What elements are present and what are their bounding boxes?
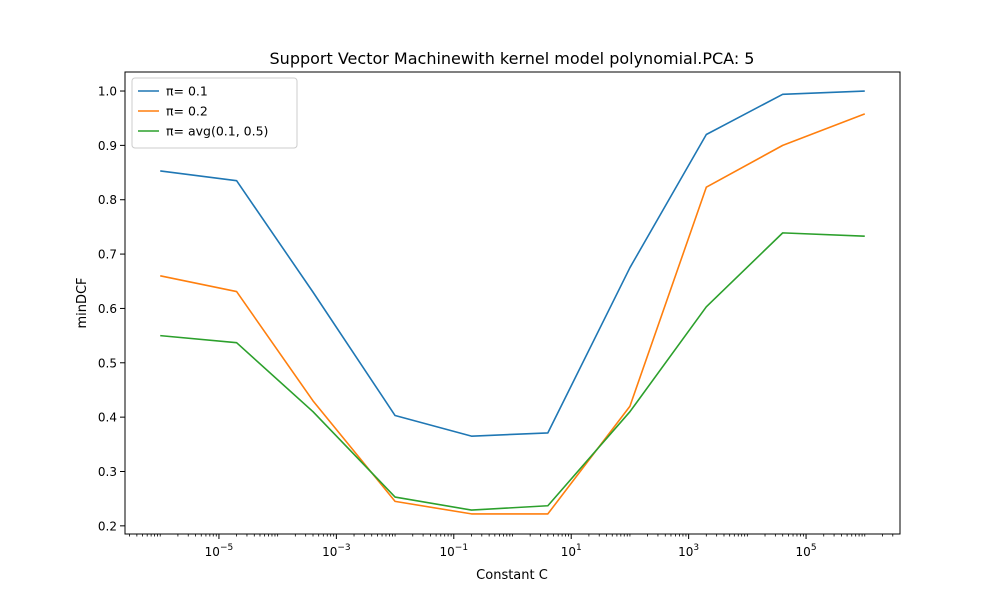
y-axis-label: minDCF [75,277,90,328]
legend-label: π= 0.2 [166,104,208,119]
y-tick-label: 0.8 [98,193,117,207]
y-tick-label: 0.3 [98,465,117,479]
y-tick-label: 1.0 [98,85,117,99]
x-tick-label: 101 [561,543,582,559]
x-axis-label: Constant C [476,568,548,583]
x-tick-label: 10−1 [440,543,469,559]
series-line-1 [160,90,865,437]
axes-layer: 10−5 10−3 10−1 101 103 105 0.2 0.3 0.4 0.5 0.6 0.7 0… [98,85,894,559]
y-tick-label: 0.5 [98,356,117,370]
legend-box [131,77,298,149]
y-tick-label: 0.9 [98,139,117,153]
y-tick-label: 0.6 [98,302,117,316]
x-tick-label: 10−5 [205,543,234,559]
y-tick-label: 0.7 [98,248,117,262]
y-tick-label: 0.2 [98,519,117,533]
legend: π= 0.1 π= 0.2 π= avg(0.1, 0.5) [131,77,298,149]
legend-label: π= 0.1 [166,84,208,99]
x-tick-label: 105 [796,543,817,559]
series-line-3 [160,232,865,511]
y-tick-label: 0.4 [98,411,117,425]
series-layer [160,90,866,515]
x-tick-label: 10−3 [322,543,351,559]
series-line-2 [160,113,866,515]
chart-title: Support Vector Machinewith kernel model … [270,49,755,68]
legend-label: π= avg(0.1, 0.5) [166,124,268,139]
x-tick-label: 103 [678,543,699,559]
